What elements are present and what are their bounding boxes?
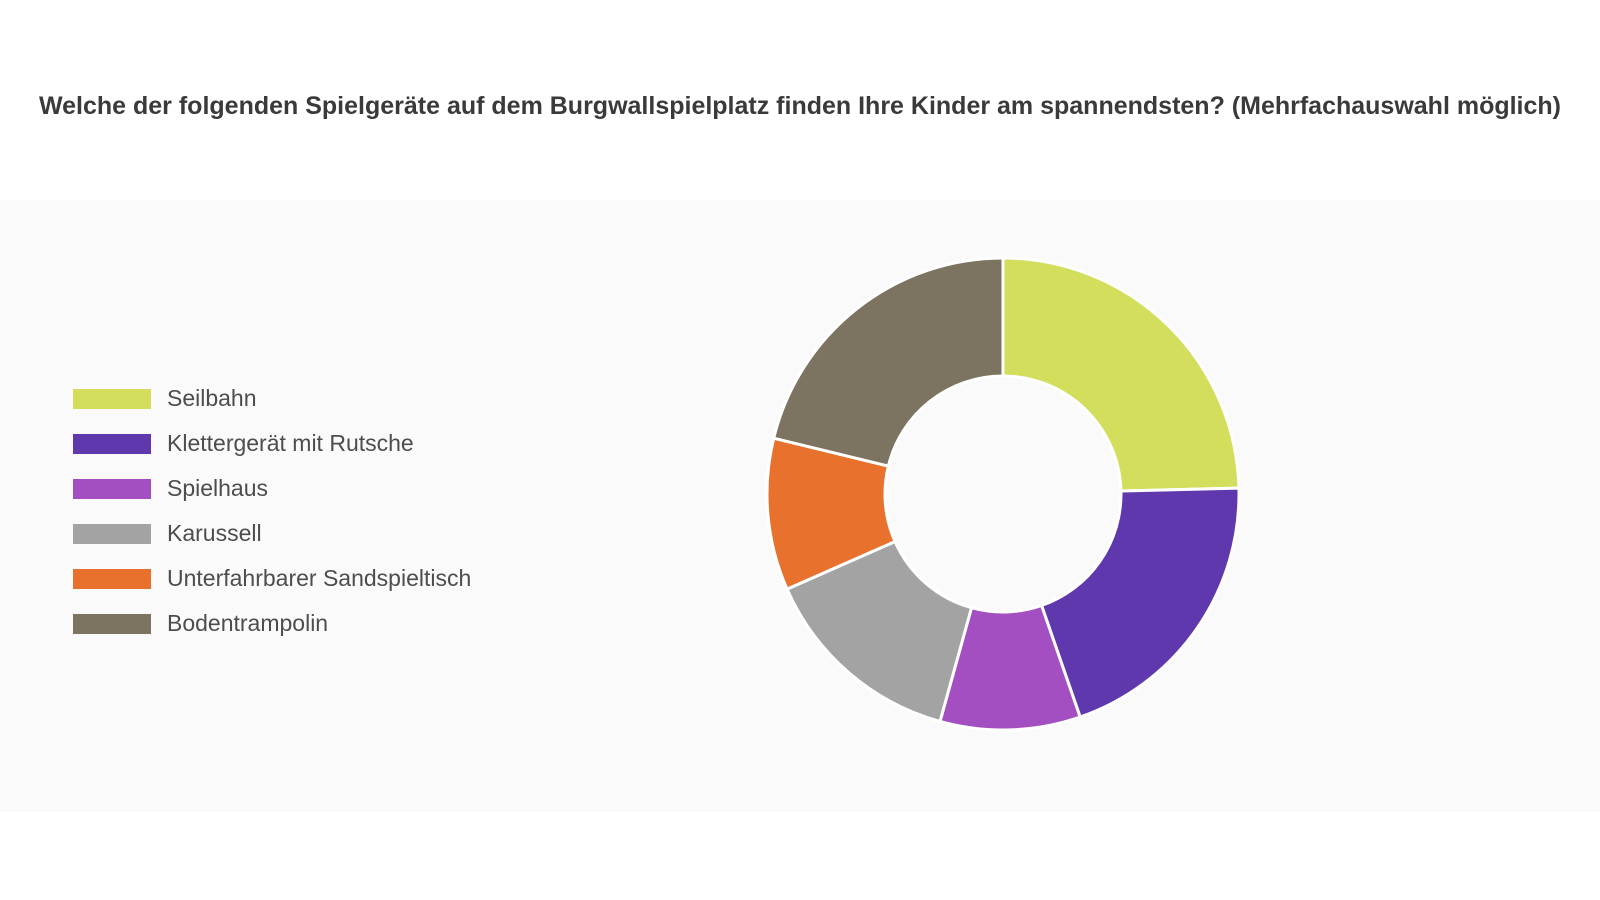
legend-swatch (73, 523, 151, 544)
chart-title: Welche der folgenden Spielgeräte auf dem… (38, 92, 1562, 120)
legend-item[interactable]: Seilbahn (73, 376, 471, 421)
legend-swatch (73, 433, 151, 454)
legend-item[interactable]: Spielhaus (73, 466, 471, 511)
legend-item[interactable]: Bodentrampolin (73, 601, 471, 646)
legend-label: Klettergerät mit Rutsche (167, 430, 414, 456)
donut-slice-bodentrampolin[interactable] (771, 256, 1005, 468)
legend-label: Unterfahrbarer Sandspieltisch (167, 565, 472, 591)
legend-item[interactable]: Karussell (73, 511, 471, 556)
legend-label: Seilbahn (167, 385, 257, 411)
legend-label: Karussell (167, 520, 262, 546)
legend-label: Spielhaus (167, 475, 269, 501)
legend-item[interactable]: Unterfahrbarer Sandspieltisch (73, 556, 471, 601)
legend-swatch (73, 388, 151, 409)
donut-slice-karussell[interactable] (785, 539, 974, 724)
legend-swatch (73, 613, 151, 634)
legend-label: Bodentrampolin (167, 610, 329, 636)
chart-legend: Seilbahn Klettergerät mit Rutsche Spielhau… (73, 376, 471, 646)
donut-slice-klettergerät-mit-rutsche[interactable] (1039, 486, 1241, 719)
donut-slice-seilbahn[interactable] (1001, 256, 1241, 493)
legend-swatch (73, 568, 151, 589)
legend-item[interactable]: Klettergerät mit Rutsche (73, 421, 471, 466)
legend-swatch (73, 478, 151, 499)
